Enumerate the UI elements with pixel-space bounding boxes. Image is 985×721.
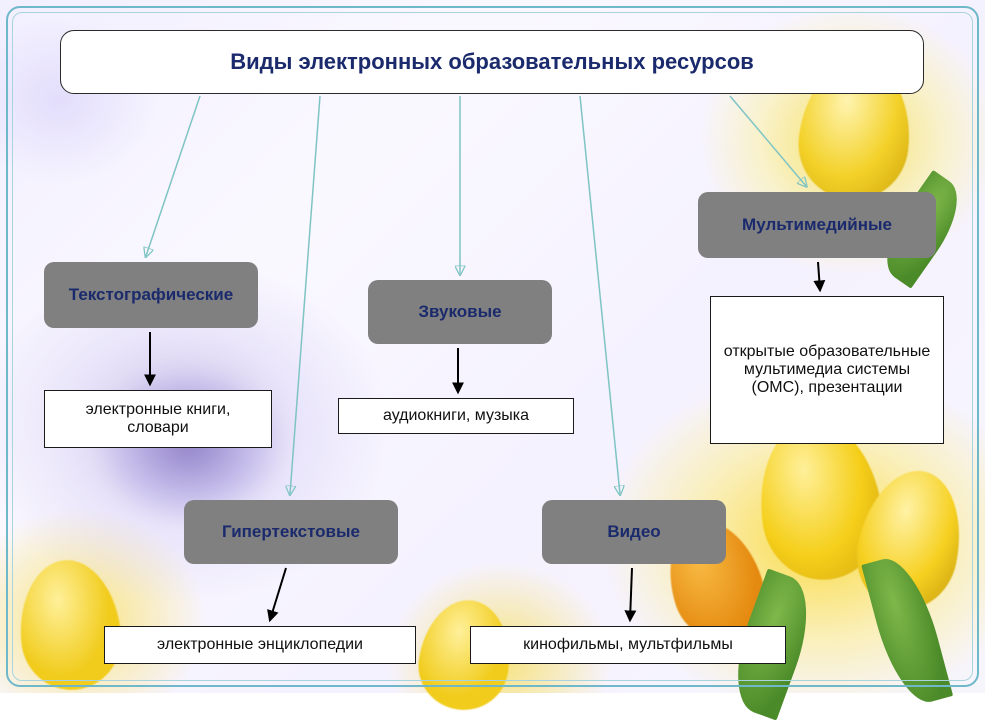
title-text: Виды электронных образовательных ресурсо… bbox=[230, 49, 754, 75]
example-label: электронные энциклопедии bbox=[157, 636, 363, 654]
example-multimedia-ex: открытые образовательные мультимедиа сис… bbox=[710, 296, 944, 444]
example-sound-ex: аудиокниги, музыка bbox=[338, 398, 574, 434]
category-label: Гипертекстовые bbox=[222, 522, 360, 542]
category-label: Звуковые bbox=[418, 302, 501, 322]
category-multimedia: Мультимедийные bbox=[698, 192, 936, 258]
example-textographic-ex: электронные книги, словари bbox=[44, 390, 272, 448]
example-label: электронные книги, словари bbox=[55, 401, 261, 437]
example-label: аудиокниги, музыка bbox=[383, 407, 529, 425]
category-video: Видео bbox=[542, 500, 726, 564]
category-textographic: Текстографические bbox=[44, 262, 258, 328]
category-label: Мультимедийные bbox=[742, 215, 892, 235]
category-sound: Звуковые bbox=[368, 280, 552, 344]
title-box: Виды электронных образовательных ресурсо… bbox=[60, 30, 924, 94]
category-label: Текстографические bbox=[69, 285, 233, 305]
example-video-ex: кинофильмы, мультфильмы bbox=[470, 626, 786, 664]
example-hypertext-ex: электронные энциклопедии bbox=[104, 626, 416, 664]
example-label: кинофильмы, мультфильмы bbox=[523, 636, 733, 654]
category-hypertext: Гипертекстовые bbox=[184, 500, 398, 564]
category-label: Видео bbox=[607, 522, 660, 542]
example-label: открытые образовательные мультимедиа сис… bbox=[721, 343, 933, 397]
